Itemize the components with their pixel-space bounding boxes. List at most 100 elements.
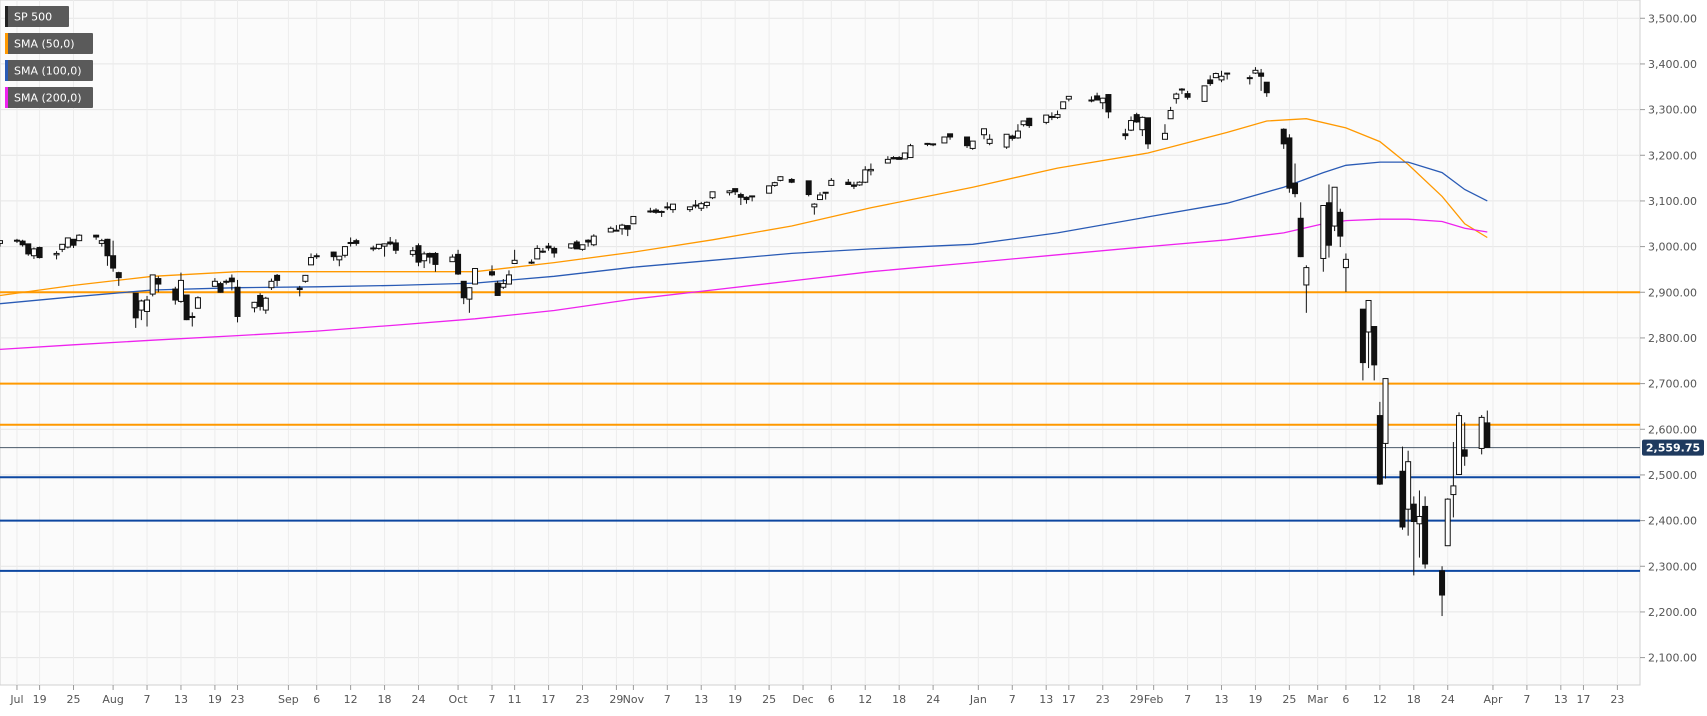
x-tick-label: 23 xyxy=(1096,693,1110,706)
candle xyxy=(19,239,26,247)
candle-body xyxy=(494,282,501,296)
candle-body xyxy=(981,128,987,136)
y-tick-label: 3,200.00 xyxy=(1648,149,1697,162)
y-tick-label: 2,500.00 xyxy=(1648,469,1697,482)
x-tick-label: 24 xyxy=(1441,693,1455,706)
candle-body xyxy=(1331,186,1338,227)
candle xyxy=(59,243,66,253)
x-tick-label: 11 xyxy=(508,693,522,706)
candle xyxy=(579,244,586,251)
candle-body xyxy=(30,248,37,257)
x-tick-label: 6 xyxy=(828,693,835,706)
candle-body xyxy=(969,140,976,149)
candle xyxy=(969,140,976,150)
candle xyxy=(1094,92,1101,101)
candle xyxy=(1026,117,1033,128)
candle-body xyxy=(822,191,829,194)
candle xyxy=(1342,253,1349,292)
candle xyxy=(149,274,156,297)
legend-box xyxy=(5,60,93,81)
candle xyxy=(1218,70,1225,83)
y-tick-label: 2,200.00 xyxy=(1648,606,1697,619)
candle-body xyxy=(1065,95,1072,100)
candle-body xyxy=(132,292,139,319)
candle xyxy=(1139,116,1146,137)
candle xyxy=(964,136,971,148)
candle-body xyxy=(341,246,348,256)
candle-body xyxy=(0,240,3,244)
candle xyxy=(511,249,518,264)
y-tick-label: 3,000.00 xyxy=(1648,241,1697,254)
candle xyxy=(653,208,659,214)
candle-body xyxy=(1184,93,1191,98)
x-tick-label: 13 xyxy=(174,693,188,706)
candle-body xyxy=(336,255,343,261)
candle xyxy=(1450,442,1457,518)
candle-body xyxy=(1060,101,1067,110)
candle xyxy=(341,246,348,258)
x-tick-label: 25 xyxy=(762,693,776,706)
x-tick-label: Sep xyxy=(278,693,299,706)
candle-body xyxy=(1337,211,1344,237)
candle-body xyxy=(1325,202,1332,246)
sma-line xyxy=(0,161,1488,305)
candle-body xyxy=(36,247,43,259)
x-tick-label: 18 xyxy=(378,693,392,706)
candle-body xyxy=(862,169,869,183)
candle-body xyxy=(607,227,614,233)
x-tick-label: 18 xyxy=(892,693,906,706)
candle xyxy=(930,143,937,147)
x-tick-label: 19 xyxy=(728,693,742,706)
candle-body xyxy=(104,238,111,257)
x-tick-label: 13 xyxy=(1215,693,1229,706)
candle-body xyxy=(149,274,156,295)
candle-body xyxy=(947,133,954,138)
x-tick-label: 12 xyxy=(344,693,358,706)
candle-body xyxy=(76,234,83,242)
candle xyxy=(36,246,43,259)
candle xyxy=(726,189,733,196)
candle xyxy=(132,292,139,328)
candle xyxy=(1297,202,1304,258)
candle-body xyxy=(828,179,835,186)
candle-body xyxy=(426,252,433,258)
x-tick-label: 19 xyxy=(33,693,47,706)
candle-body xyxy=(1161,132,1168,140)
candle xyxy=(664,202,671,211)
candle xyxy=(1048,112,1055,121)
candle-body xyxy=(1201,85,1208,102)
candle-body xyxy=(409,250,416,255)
candle xyxy=(884,156,891,164)
candle xyxy=(460,280,467,305)
candle xyxy=(353,238,360,246)
candle xyxy=(53,251,60,260)
sma-lines xyxy=(0,118,1488,351)
candle xyxy=(1422,496,1429,569)
horizontal-levels xyxy=(0,291,1640,572)
candle xyxy=(223,279,230,285)
candle-body xyxy=(330,251,337,258)
legend-box xyxy=(5,33,93,54)
candle xyxy=(896,156,903,160)
candle xyxy=(709,191,716,200)
candle-body xyxy=(1252,69,1259,74)
candle-body xyxy=(1043,114,1050,123)
candle xyxy=(70,238,77,248)
candle-body xyxy=(234,286,241,317)
candle xyxy=(749,195,756,202)
candle xyxy=(1410,496,1417,576)
candle-body xyxy=(455,253,462,275)
candle-body xyxy=(421,253,428,262)
x-tick-label: 13 xyxy=(1039,693,1053,706)
candle-body xyxy=(788,178,795,183)
candle xyxy=(1014,124,1021,139)
candle-body xyxy=(1303,267,1310,286)
candle xyxy=(336,255,343,267)
x-tick-label: 7 xyxy=(144,693,151,706)
candle-body xyxy=(732,188,739,193)
candle-body xyxy=(223,280,230,283)
candle xyxy=(104,238,111,266)
y-tick-label: 3,100.00 xyxy=(1648,195,1697,208)
candle xyxy=(850,181,857,190)
y-tick-label: 2,700.00 xyxy=(1648,378,1697,391)
